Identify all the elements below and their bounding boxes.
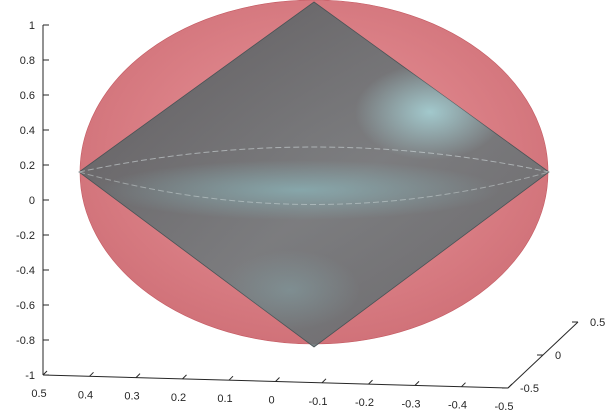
vertical-axis-tick-label: -0.2 [16,230,35,242]
front-axis-tick [321,378,327,384]
front-axis-tick-label: 0.2 [171,392,186,404]
surfaces [78,0,550,348]
front-axis-tick-label: 0 [268,395,274,407]
front-axis-tick [42,370,48,376]
vertical-axis-tick-label: -0.6 [16,300,35,312]
front-axis-tick-label: 0.5 [31,388,46,400]
front-axis-tick-label: -0.5 [495,401,514,413]
front-axis-tick-label: -0.1 [309,396,328,408]
vertical-axis-tick-label: 0.8 [20,55,35,67]
vertical-axis-tick-label: -0.4 [16,265,35,277]
depth-axis-tick-label: 0 [555,350,561,362]
front-axis-tick [368,379,373,385]
octahedron-front-equator-edge [78,171,550,205]
front-axis-tick-label: 0.3 [124,391,139,403]
front-axis-tick [135,373,141,378]
vertical-axis-tick-label: 0.2 [20,160,35,172]
front-axis-tick-label: -0.4 [448,400,467,412]
octahedron-equator-sheen [100,160,500,220]
vertical-axis-tick-label: 0 [29,195,35,207]
front-axis-tick [182,374,187,380]
front-axis-tick [228,375,234,381]
vertical-axis-tick-label: 0.4 [20,125,35,137]
axes: 1 0.8 0.6 0.4 0.2 0 -0.2 -0.4 -0.6 -0.8 -1 0.5 0.4 0.… [16,20,605,413]
front-axis-tick-label: -0.3 [402,398,421,410]
front-axis-tick-label: -0.2 [355,397,374,409]
front-axis-tick-label: 0.4 [78,389,93,401]
vertical-axis-tick-label: -0.8 [16,335,35,347]
vertical-axis-tick-label: -1 [25,370,35,382]
depth-axis-tick-label: 0.5 [590,317,605,329]
front-axis-tick [461,382,466,388]
vertical-axis-tick-label: 1 [29,20,35,32]
front-axis-tick [275,377,280,382]
vertical-axis-tick-label: 0.6 [20,90,35,102]
octahedron-back-equator-edge [78,146,550,173]
front-axis-tick [89,371,94,377]
depth-axis-tick-label: -0.5 [520,383,539,395]
front-axis-tick [414,381,420,386]
front-axis-tick-label: 0.1 [217,393,232,405]
